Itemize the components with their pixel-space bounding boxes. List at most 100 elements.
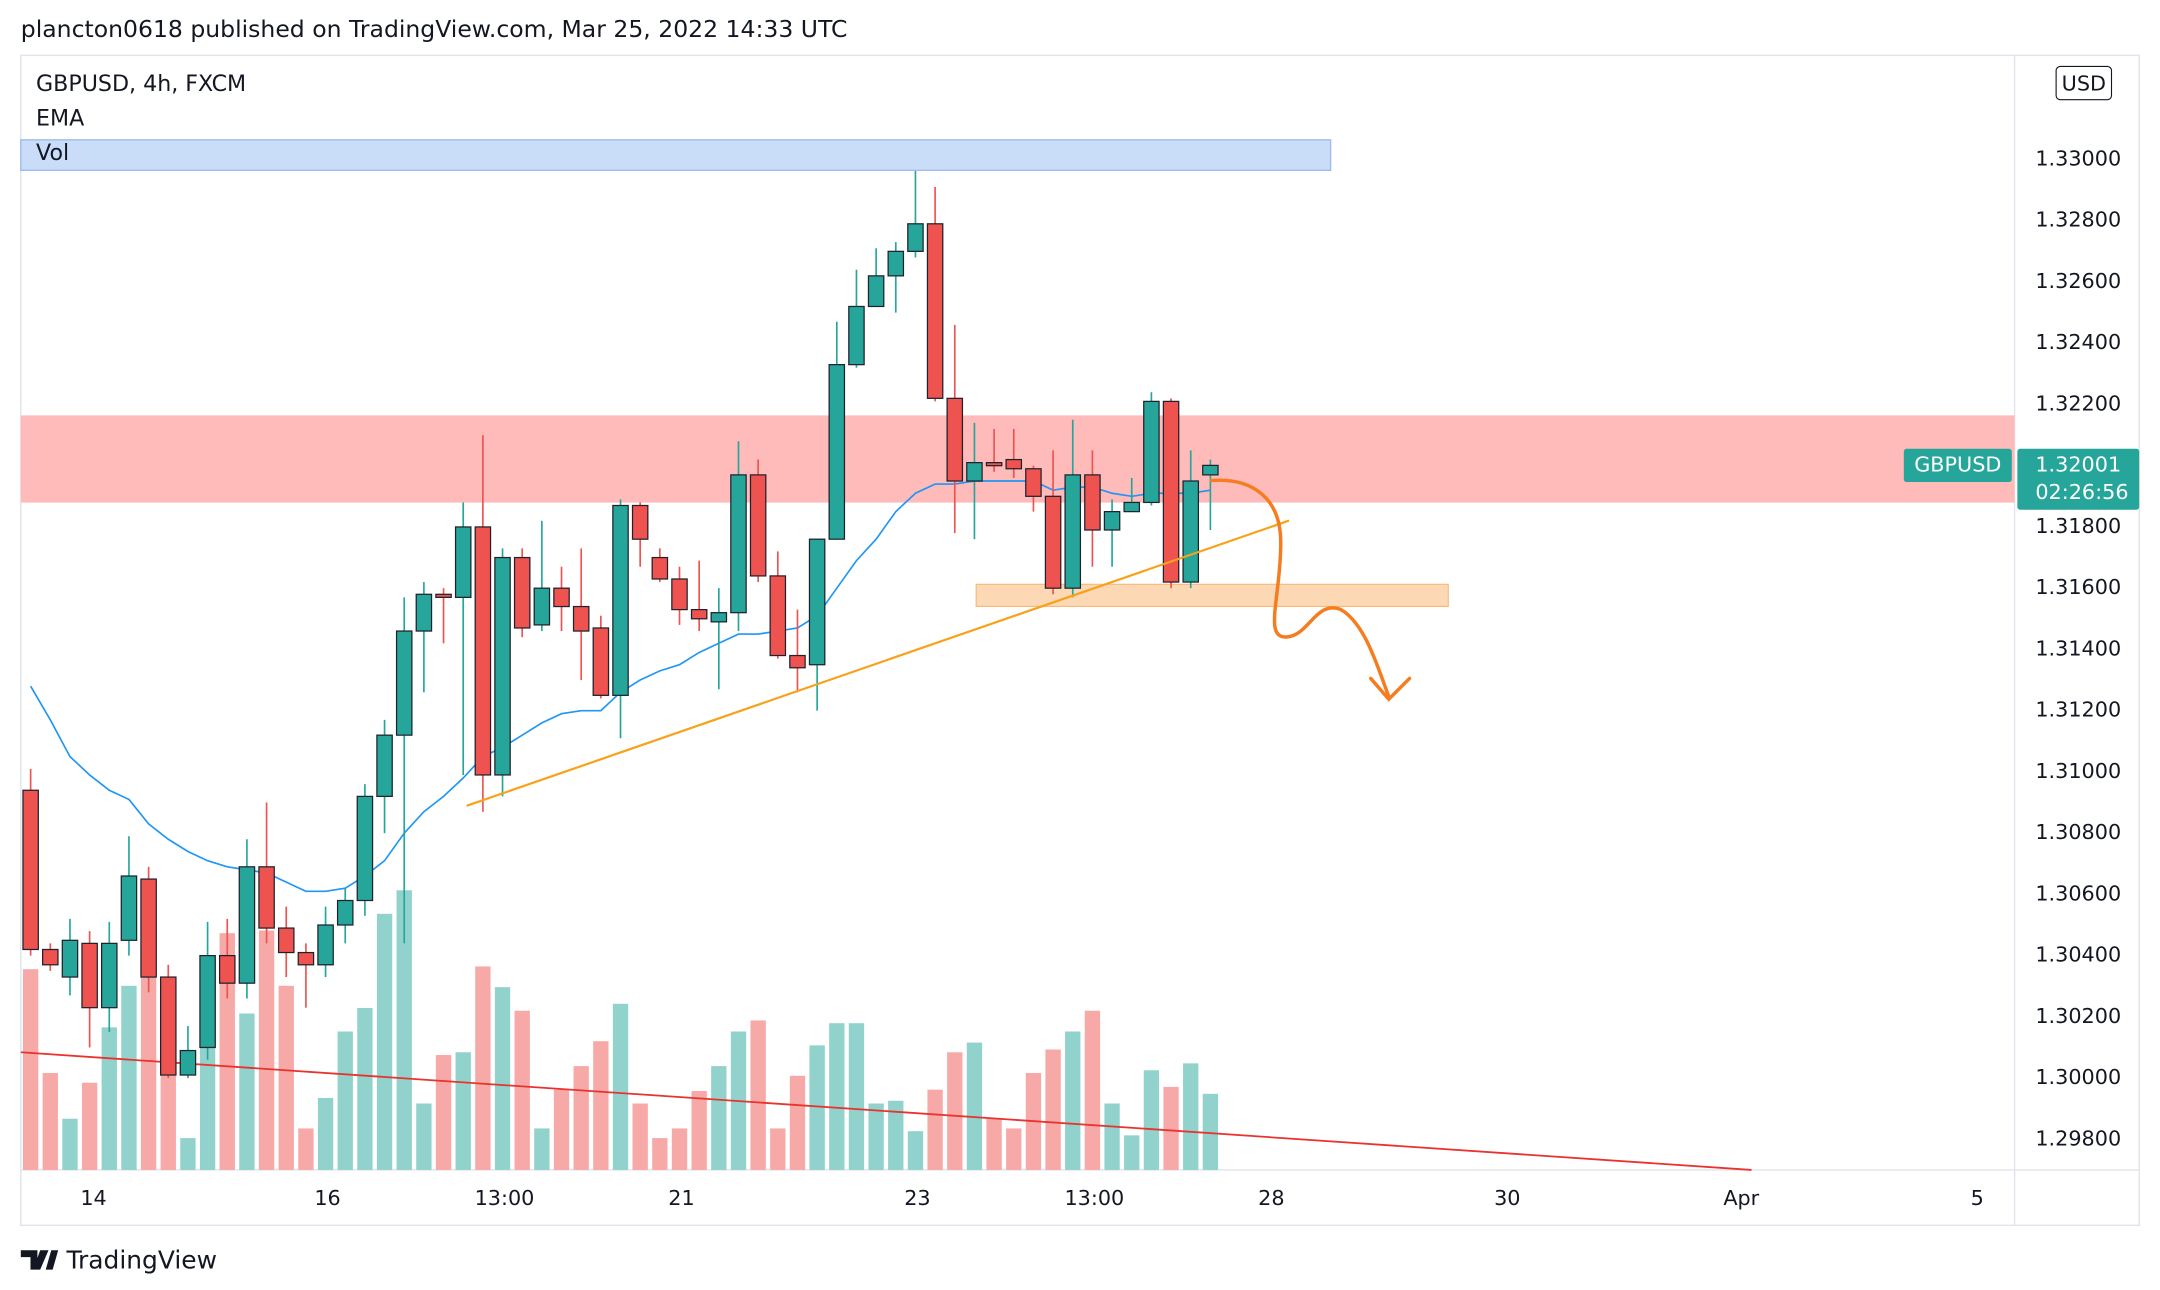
volume-bar — [376, 913, 393, 1170]
candle-body — [730, 474, 747, 614]
volume-bar — [258, 930, 275, 1170]
candle-body — [1143, 400, 1160, 504]
volume-bar — [927, 1089, 943, 1170]
candle-body — [612, 504, 629, 696]
volume-bar — [160, 1070, 176, 1170]
candle-body — [808, 538, 826, 666]
price-tag: GBPUSD 1.32001 02:26:56 — [1903, 448, 2140, 510]
candle-body — [356, 795, 374, 902]
candle-body — [317, 924, 334, 966]
trend-line — [20, 1051, 1752, 1171]
volume-bar — [966, 1042, 983, 1170]
volume-bar — [22, 969, 39, 1170]
volume-bar — [475, 966, 491, 1170]
candle-body — [513, 556, 531, 629]
candle-body — [238, 866, 256, 984]
candle-body — [120, 875, 138, 941]
candle-body — [494, 556, 511, 776]
volume-bar — [317, 1097, 334, 1170]
candle-body — [907, 223, 924, 252]
volume-bar — [1084, 1010, 1101, 1170]
candle-body — [1123, 501, 1141, 513]
volume-bar — [121, 985, 137, 1170]
candle-body — [946, 397, 964, 482]
candle-body — [1202, 464, 1219, 476]
candle-body — [966, 462, 983, 482]
y-tick-label: 1.31400 — [2035, 636, 2121, 660]
candle-body — [749, 474, 767, 577]
y-tick-label: 1.29800 — [2035, 1126, 2121, 1150]
volume-bar — [711, 1066, 727, 1170]
volume-bar — [1045, 1049, 1061, 1170]
volume-bar — [494, 987, 511, 1170]
volume-bar — [986, 1118, 1002, 1170]
volume-bar — [62, 1118, 78, 1170]
candle-body — [651, 556, 669, 580]
volume-bar — [829, 1023, 845, 1170]
header: plancton0618 published on TradingView.co… — [21, 15, 848, 43]
volume-bar — [553, 1089, 570, 1170]
currency: USD — [2062, 71, 2106, 95]
volume-bar — [750, 1020, 766, 1170]
volume-bar — [809, 1045, 825, 1170]
volume-bar — [180, 1138, 196, 1170]
candle-body — [1084, 474, 1101, 531]
volume-bar — [848, 1023, 865, 1170]
candle-body — [22, 789, 39, 951]
volume-bar — [101, 1027, 117, 1170]
volume-bar — [534, 1128, 550, 1170]
volume-bar — [632, 1103, 648, 1170]
volume-bar — [140, 969, 157, 1170]
countdown: 02:26:56 — [2035, 480, 2128, 504]
candle-body — [828, 364, 846, 540]
volume-bar — [357, 1007, 373, 1170]
volume-bar — [337, 1031, 353, 1170]
volume-bar — [612, 1003, 629, 1170]
projection-arrow — [1209, 478, 1412, 702]
y-tick-label: 1.30000 — [2035, 1065, 2121, 1089]
volume-bar — [455, 1052, 471, 1170]
y-tick-label: 1.31600 — [2035, 575, 2121, 599]
last-price-tag — [2017, 448, 2140, 510]
candle-body — [1182, 480, 1200, 583]
candle-body — [474, 526, 492, 776]
candle-body — [710, 612, 728, 623]
support-zone — [975, 583, 1449, 607]
candle-body — [887, 250, 905, 277]
candle-body — [1064, 474, 1082, 589]
candle-body — [81, 942, 98, 1009]
candle-body — [867, 275, 885, 308]
volume-bar — [239, 1013, 255, 1170]
volume-bar — [416, 1103, 432, 1170]
legend-entry: EMA — [36, 106, 84, 132]
volume-layer — [22, 890, 1219, 1170]
candle-body — [258, 866, 275, 929]
volume-bar — [1202, 1093, 1219, 1170]
x-tick-label: 5 — [1971, 1186, 1984, 1210]
volume-bar — [199, 1027, 216, 1170]
volume-bar — [435, 1055, 452, 1170]
candle-body — [690, 608, 708, 620]
y-tick-label: 1.31000 — [2035, 759, 2121, 783]
candle-body — [100, 942, 118, 1009]
candle-body — [61, 939, 79, 978]
y-tick-label: 1.32200 — [2035, 391, 2121, 415]
volume-bar — [789, 1075, 806, 1170]
volume-bar — [770, 1128, 786, 1170]
y-tick-label: 1.33000 — [2035, 146, 2121, 170]
candle-body — [140, 878, 157, 978]
candle-body — [199, 954, 216, 1049]
candle-body — [336, 899, 354, 926]
symbol-label: GBPUSD — [1914, 452, 2001, 476]
volume-bar — [888, 1100, 904, 1170]
candle-body — [592, 627, 610, 696]
candle-body — [395, 630, 413, 736]
volume-bar — [298, 1128, 314, 1170]
x-tick-label: 13:00 — [475, 1186, 535, 1210]
logo: TradingView — [20, 1245, 217, 1274]
volume-bar — [278, 985, 294, 1170]
volume-bar — [947, 1052, 963, 1170]
candle-body — [1005, 458, 1023, 470]
candle-body — [572, 605, 590, 632]
last-price: 1.32001 — [2035, 452, 2121, 476]
